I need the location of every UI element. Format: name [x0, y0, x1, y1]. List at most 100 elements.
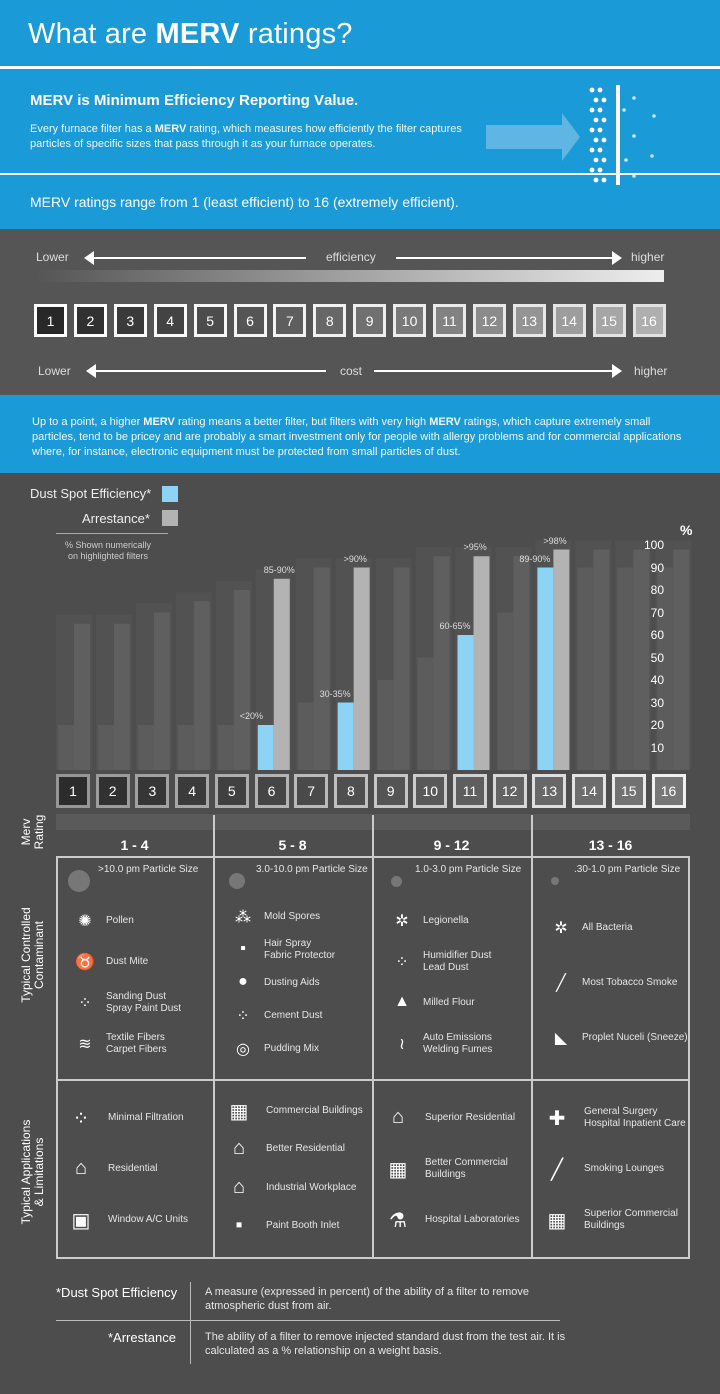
particle-size-icon: [68, 870, 90, 892]
merv-note-text: Up to a point, a higher MERV rating mean…: [32, 416, 682, 458]
particle-dot: [632, 134, 636, 138]
chart-rating-7: 7: [294, 774, 329, 808]
dust-bar-13: [537, 567, 554, 770]
merv-efficiency-chart: [56, 540, 692, 770]
scale-rating-13: 13: [512, 304, 546, 337]
application-item: Residential: [108, 1162, 158, 1174]
arrestance-bar-13: [553, 549, 570, 770]
application-item: Minimal Filtration: [108, 1111, 184, 1123]
legend-note: % Shown numerically on highlighted filter…: [64, 540, 152, 561]
chart-rating-16: 16: [651, 774, 686, 808]
scale-rating-9: 9: [353, 304, 387, 337]
contaminant-item: Mold Spores: [264, 910, 321, 922]
arrow-right-icon: [612, 364, 622, 378]
sneeze-icon: ◣: [554, 1029, 568, 1047]
circle-icon: ●: [238, 972, 248, 990]
chart-rating-12: 12: [492, 774, 527, 808]
arrow-right-icon: [612, 251, 622, 265]
applications-label: Typical Applications & Limitations: [19, 1119, 46, 1225]
scale-rating-6: 6: [233, 304, 267, 337]
particle-dot: [652, 114, 656, 118]
chart-rating-3: 3: [135, 774, 170, 808]
spray-icon: ▪: [240, 939, 246, 957]
particle-size-icon: [229, 873, 245, 889]
sun-icon: ✺: [78, 912, 92, 930]
application-item: Better Commercial Buildings: [425, 1156, 508, 1180]
chart-rating-5: 5: [214, 774, 249, 808]
merv-rating-label: Merv Rating: [19, 814, 46, 850]
efficiency-arrow-right: [396, 257, 612, 259]
particle-dot: [597, 167, 603, 173]
application-item: Window A/C Units: [108, 1213, 189, 1225]
group-heading: 5 - 8: [278, 837, 307, 853]
table-col-divider: [372, 815, 374, 1259]
particle-dot: [650, 154, 654, 158]
contaminant-item: Humidifier Dust Lead Dust: [423, 949, 492, 973]
dust-bar-3: [137, 725, 154, 770]
definition-text-dust: A measure (expressed in percent) of the …: [205, 1286, 530, 1312]
y-tick-100: 100: [643, 538, 664, 552]
scale-rating-15: 15: [592, 304, 626, 337]
arrestance-bar-10: [433, 556, 450, 770]
particle-dot: [589, 127, 595, 133]
definition-col-divider: [190, 1282, 191, 1364]
chart-y-unit: %: [680, 522, 693, 538]
building-icon: ▦: [388, 1158, 408, 1181]
legend-dust-swatch: [162, 486, 178, 502]
contaminant-item: All Bacteria: [582, 921, 633, 933]
particle-dot: [593, 177, 599, 183]
dust-bar-5: [217, 725, 234, 770]
cigarette-icon: ╱: [550, 1158, 564, 1181]
definition-divider: [56, 1320, 560, 1321]
application-item: Paint Booth Inlet: [266, 1219, 340, 1231]
application-item: Smoking Lounges: [584, 1162, 665, 1174]
particle-dot: [589, 107, 595, 113]
scale-rating-10: 10: [393, 304, 427, 337]
particle-size-icon: [390, 875, 402, 887]
legend-arrestance-swatch: [162, 510, 178, 526]
particle-dot: [624, 158, 628, 162]
definition-text-arrestance: The ability of a filter to remove inject…: [205, 1331, 566, 1357]
merv-note-section: Up to a point, a higher MERV rating mean…: [0, 395, 720, 473]
arrestance-bar-2: [113, 623, 130, 770]
dust-bar-4: [177, 725, 194, 770]
arrestance-bar-3: [153, 612, 170, 770]
dust-bar-14: [577, 567, 594, 770]
application-item: Superior Commercial Buildings: [584, 1207, 678, 1231]
table-col-divider: [213, 815, 215, 1259]
chart-rating-13: 13: [532, 774, 567, 808]
cost-low-label: Lower: [38, 364, 71, 378]
arrestance-bar-8: [353, 567, 370, 770]
particle-size-label: >10.0 pm Particle Size: [98, 864, 199, 875]
dots-icon: ⁘: [72, 1107, 90, 1130]
dots-icon: ⁘: [395, 953, 409, 971]
particle-dot: [597, 107, 603, 113]
particle-dot: [632, 174, 636, 178]
y-tick-90: 90: [650, 560, 664, 575]
y-tick-20: 20: [650, 718, 664, 732]
scale-rating-2: 2: [73, 304, 107, 337]
spray-icon: ▪: [235, 1213, 243, 1236]
arrow-left-icon: [86, 364, 96, 378]
factory-icon: ⌂: [232, 1175, 246, 1198]
efficiency-high-label: higher: [631, 250, 665, 264]
dust-bar-8: [337, 702, 354, 770]
dust-bar-16: [657, 567, 674, 770]
particle-dot: [589, 87, 595, 93]
arrestance-label-11: >95%: [463, 542, 487, 553]
dust-bar-15: [617, 567, 634, 770]
building-icon: ▦: [547, 1209, 567, 1232]
bacteria-icon: ✲: [554, 919, 568, 937]
fumes-icon: ≀: [399, 1036, 405, 1054]
chart-rating-2: 2: [95, 774, 130, 808]
table-right-border: [688, 856, 690, 1259]
efficiency-low-label: Lower: [36, 250, 69, 264]
cost-label: cost: [340, 364, 363, 378]
dust-bar-7: [297, 702, 314, 770]
dust-bar-11: [457, 635, 474, 770]
dust-label-11: 60-65%: [439, 621, 471, 631]
application-item: Commercial Buildings: [266, 1105, 363, 1117]
efficiency-arrow-left: [92, 257, 306, 259]
group-heading: 9 - 12: [433, 837, 470, 853]
scale-rating-1: 1: [34, 304, 67, 337]
